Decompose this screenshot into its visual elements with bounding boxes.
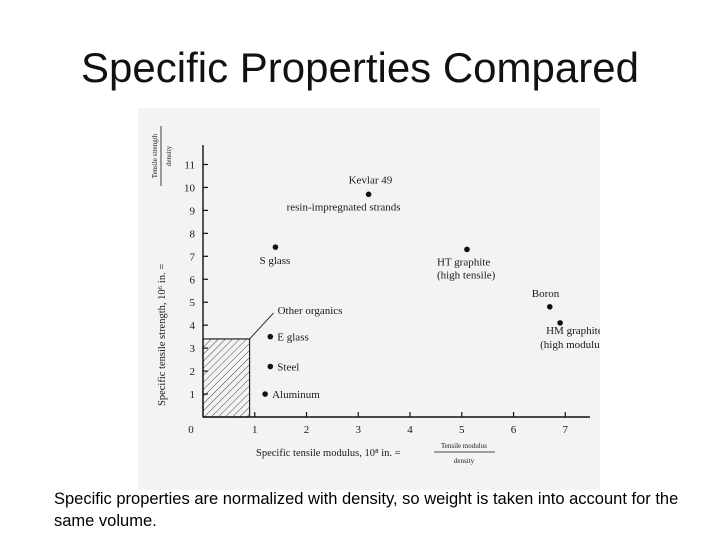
data-point — [464, 246, 470, 253]
data-point — [272, 244, 279, 250]
y-tick-label: 6 — [190, 274, 196, 286]
data-point — [262, 391, 268, 397]
point-label: S glass — [259, 255, 290, 267]
scatter-chart: Other organics 1 2 3 4 5 6 7 1 2 3 4 5 6 7 8 9 10 11 0 K… — [138, 108, 600, 490]
x-tick-label: 1 — [252, 424, 258, 436]
chart-figure: Other organics 1 2 3 4 5 6 7 1 2 3 4 5 6 7 8 9 10 11 0 K… — [138, 108, 600, 490]
point-label: Kevlar 49 — [349, 174, 393, 186]
data-point — [557, 320, 563, 326]
point-label: Aluminum — [272, 389, 320, 401]
other-organics-label: Other organics — [278, 305, 343, 317]
data-point — [267, 363, 274, 370]
other-organics-region — [202, 338, 251, 418]
y-axis-label: Specific tensile strength, 10⁶ in. = — [157, 264, 168, 406]
origin-label: 0 — [188, 424, 194, 436]
y-tick-label: 1 — [190, 389, 196, 401]
slide-title: Specific Properties Compared — [81, 44, 639, 91]
x-tick-label: 6 — [511, 424, 517, 436]
y-axis-label-denominator: density — [165, 145, 173, 166]
point-label: Steel — [277, 361, 299, 373]
x-tick-label: 7 — [563, 424, 569, 436]
y-tick-label: 3 — [190, 343, 196, 355]
point-label: E glass — [277, 332, 308, 344]
x-axis-ticks: 1 2 3 4 5 6 7 — [252, 412, 569, 436]
x-axis-label-denominator: density — [454, 457, 475, 465]
y-axis-label-group: Specific tensile strength, 10⁶ in. = Ten… — [151, 126, 173, 406]
x-axis-label: Specific tensile modulus, 10⁸ in. = — [256, 448, 401, 459]
point-sublabel: (high modulus) — [540, 339, 600, 351]
chart-background — [138, 108, 600, 490]
point-label: Boron — [532, 288, 560, 300]
data-point — [267, 333, 274, 340]
data-points: Kevlar 49 resin-impregnated strands S glas… — [259, 174, 600, 401]
x-tick-label: 2 — [304, 424, 310, 436]
y-tick-label: 11 — [184, 159, 195, 171]
y-tick-label: 7 — [190, 251, 196, 263]
x-tick-label: 3 — [356, 424, 362, 436]
y-tick-label: 2 — [190, 366, 196, 378]
y-tick-label: 8 — [190, 228, 196, 240]
y-tick-label: 5 — [190, 297, 196, 309]
point-sublabel: (high tensile) — [437, 269, 496, 281]
y-tick-label: 9 — [190, 205, 196, 217]
point-label: HM graphite — [546, 325, 600, 337]
y-tick-label: 10 — [184, 182, 196, 194]
y-tick-label: 4 — [190, 320, 196, 332]
other-organics-leader — [249, 312, 274, 340]
point-label: HT graphite — [437, 256, 490, 268]
x-axis-label-numerator: Tensile modulus — [441, 442, 487, 450]
y-axis-ticks: 1 2 3 4 5 6 7 8 9 10 11 — [184, 159, 208, 401]
slide-caption: Specific properties are normalized with … — [54, 490, 679, 530]
x-tick-label: 4 — [407, 424, 413, 436]
x-tick-label: 5 — [459, 424, 465, 436]
y-axis-label-numerator: Tensile strength — [151, 133, 159, 178]
data-point — [365, 191, 372, 198]
data-point — [546, 304, 553, 310]
point-sublabel: resin-impregnated strands — [287, 201, 401, 213]
